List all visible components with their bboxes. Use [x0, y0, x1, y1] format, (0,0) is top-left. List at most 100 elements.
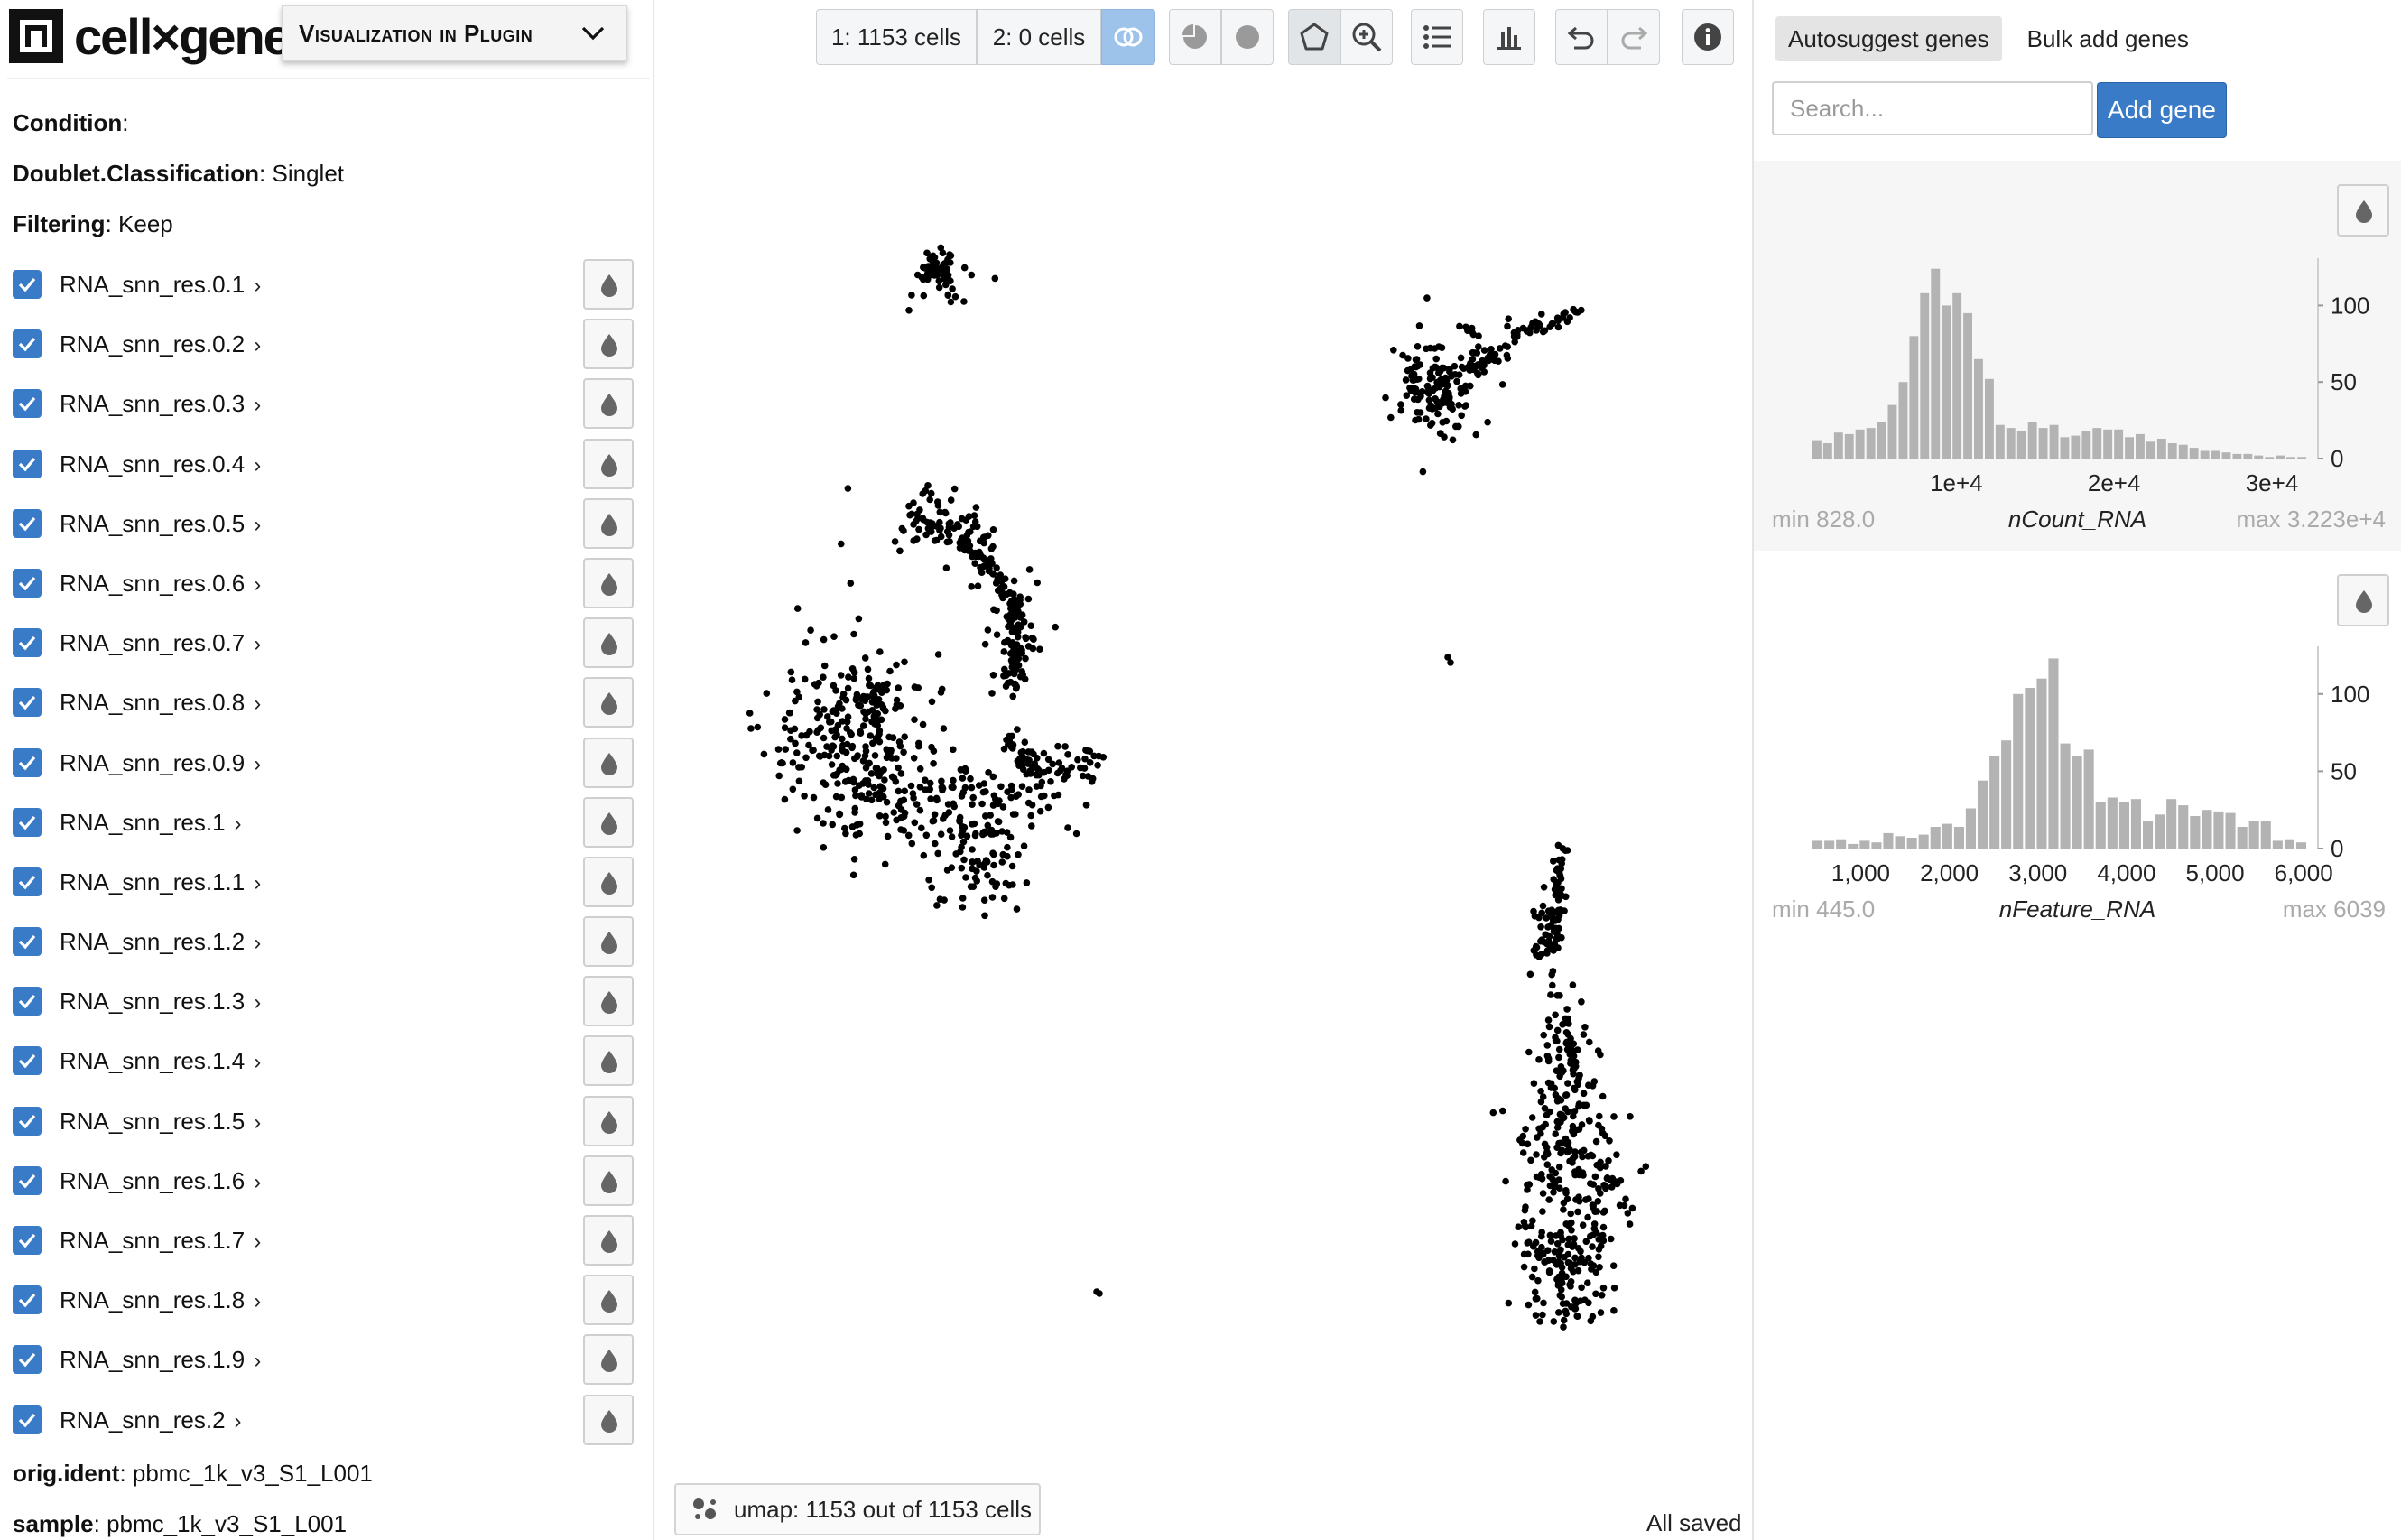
- category-row[interactable]: RNA_snn_res.0.6 ›: [0, 553, 654, 613]
- category-checkbox[interactable]: [13, 747, 42, 777]
- histogram-ncount-rna[interactable]: 0 50 100 1e+4 2e+4 3e+4 min 828.0 max 3.223e+4 n…: [1754, 161, 2401, 551]
- chevron-right-icon[interactable]: ›: [254, 751, 262, 776]
- category-label[interactable]: RNA_snn_res.0.2 ›: [60, 329, 261, 360]
- category-row[interactable]: RNA_snn_res.1 ›: [0, 793, 654, 852]
- color-by-category-button[interactable]: [583, 677, 634, 728]
- color-by-category-button[interactable]: [583, 856, 634, 907]
- chevron-right-icon[interactable]: ›: [254, 931, 262, 956]
- category-label[interactable]: RNA_snn_res.0.4 ›: [60, 450, 261, 480]
- category-checkbox[interactable]: [13, 1226, 42, 1255]
- category-row[interactable]: RNA_snn_res.0.7 ›: [0, 613, 654, 673]
- color-by-category-button[interactable]: [583, 1095, 634, 1146]
- info-button[interactable]: [1682, 9, 1734, 65]
- category-label[interactable]: RNA_snn_res.1.1 ›: [60, 867, 261, 898]
- chevron-right-icon[interactable]: ›: [254, 1050, 262, 1075]
- category-checkbox[interactable]: [13, 927, 42, 957]
- color-by-category-button[interactable]: [583, 1215, 634, 1266]
- undo-button[interactable]: [1555, 9, 1608, 65]
- color-by-category-button[interactable]: [583, 617, 634, 669]
- category-checkbox[interactable]: [13, 807, 42, 837]
- category-row[interactable]: RNA_snn_res.0.9 ›: [0, 733, 654, 793]
- category-row[interactable]: RNA_snn_res.0.2 ›: [0, 314, 654, 374]
- chevron-right-icon[interactable]: ›: [254, 632, 262, 657]
- chevron-right-icon[interactable]: ›: [254, 274, 262, 298]
- category-label[interactable]: RNA_snn_res.0.3 ›: [60, 389, 261, 420]
- category-row[interactable]: RNA_snn_res.1.1 ›: [0, 852, 654, 912]
- category-row[interactable]: RNA_snn_res.1.2 ›: [0, 912, 654, 971]
- category-label[interactable]: RNA_snn_res.1.3 ›: [60, 987, 261, 1017]
- zoom-tool-button[interactable]: [1340, 9, 1393, 65]
- category-checkbox[interactable]: [13, 508, 42, 538]
- chevron-right-icon[interactable]: ›: [254, 1109, 262, 1135]
- category-label[interactable]: RNA_snn_res.1.9 ›: [60, 1345, 261, 1376]
- category-row[interactable]: RNA_snn_res.0.1 ›: [0, 255, 654, 314]
- category-label[interactable]: RNA_snn_res.0.9 ›: [60, 748, 261, 779]
- chevron-right-icon[interactable]: ›: [234, 811, 242, 836]
- color-by-category-button[interactable]: [583, 916, 634, 968]
- color-by-category-button[interactable]: [583, 497, 634, 549]
- category-checkbox[interactable]: [13, 568, 42, 598]
- category-row[interactable]: RNA_snn_res.1.6 ›: [0, 1151, 654, 1211]
- plugin-dropdown[interactable]: Visualization in Plugin: [282, 5, 627, 61]
- cellset-1-button[interactable]: 1: 1153 cells: [816, 9, 977, 65]
- category-row[interactable]: RNA_snn_res.1.5 ›: [0, 1091, 654, 1151]
- category-label[interactable]: RNA_snn_res.0.5 ›: [60, 509, 261, 540]
- category-checkbox[interactable]: [13, 270, 42, 299]
- category-label[interactable]: RNA_snn_res.0.1 ›: [60, 270, 261, 301]
- color-by-ncount-button[interactable]: [2337, 184, 2389, 237]
- pie-mode-button[interactable]: [1169, 9, 1221, 65]
- gene-search-input[interactable]: [1772, 81, 2093, 135]
- category-label[interactable]: RNA_snn_res.0.7 ›: [60, 628, 261, 659]
- category-checkbox[interactable]: [13, 688, 42, 718]
- category-label[interactable]: RNA_snn_res.0.6 ›: [60, 569, 261, 599]
- category-row[interactable]: RNA_snn_res.0.4 ›: [0, 434, 654, 494]
- chevron-right-icon[interactable]: ›: [254, 333, 262, 358]
- category-row[interactable]: RNA_snn_res.0.3 ›: [0, 374, 654, 433]
- distribution-button[interactable]: [1483, 9, 1535, 65]
- tab-autosuggest-genes[interactable]: Autosuggest genes: [1775, 16, 2002, 61]
- category-row[interactable]: RNA_snn_res.1.3 ›: [0, 971, 654, 1031]
- category-row[interactable]: RNA_snn_res.1.7 ›: [0, 1211, 654, 1270]
- category-checkbox[interactable]: [13, 1106, 42, 1136]
- category-checkbox[interactable]: [13, 1405, 42, 1434]
- redo-button[interactable]: [1608, 9, 1660, 65]
- color-by-category-button[interactable]: [583, 319, 634, 370]
- color-by-nfeature-button[interactable]: [2337, 574, 2389, 626]
- category-row[interactable]: RNA_snn_res.1.9 ›: [0, 1330, 654, 1389]
- category-checkbox[interactable]: [13, 987, 42, 1016]
- category-checkbox[interactable]: [13, 329, 42, 359]
- color-by-category-button[interactable]: [583, 557, 634, 608]
- color-by-category-button[interactable]: [583, 1035, 634, 1087]
- category-row[interactable]: RNA_snn_res.1.8 ›: [0, 1270, 654, 1330]
- chevron-right-icon[interactable]: ›: [254, 1349, 262, 1374]
- category-checkbox[interactable]: [13, 1285, 42, 1315]
- category-checkbox[interactable]: [13, 628, 42, 658]
- tab-bulk-add-genes[interactable]: Bulk add genes: [2026, 24, 2189, 52]
- color-by-category-button[interactable]: [583, 1275, 634, 1326]
- chevron-right-icon[interactable]: ›: [254, 512, 262, 537]
- chevron-right-icon[interactable]: ›: [254, 1229, 262, 1254]
- category-row[interactable]: RNA_snn_res.0.5 ›: [0, 494, 654, 553]
- cellset-2-button[interactable]: 2: 0 cells: [977, 9, 1101, 65]
- cellset-intersect-button[interactable]: [1101, 9, 1155, 65]
- category-checkbox[interactable]: [13, 1046, 42, 1076]
- category-label[interactable]: RNA_snn_res.1.2 ›: [60, 927, 261, 958]
- chevron-right-icon[interactable]: ›: [254, 571, 262, 597]
- category-row[interactable]: RNA_snn_res.2 ›: [0, 1390, 654, 1450]
- chevron-right-icon[interactable]: ›: [254, 1289, 262, 1314]
- chevron-right-icon[interactable]: ›: [254, 393, 262, 418]
- umap-scatter-plot[interactable]: [656, 90, 1752, 1471]
- chevron-right-icon[interactable]: ›: [254, 452, 262, 478]
- category-row[interactable]: RNA_snn_res.1.4 ›: [0, 1031, 654, 1090]
- chevron-right-icon[interactable]: ›: [254, 1169, 262, 1194]
- category-checkbox[interactable]: [13, 389, 42, 419]
- category-label[interactable]: RNA_snn_res.1.8 ›: [60, 1285, 261, 1316]
- category-label[interactable]: RNA_snn_res.2 ›: [60, 1405, 242, 1436]
- color-by-category-button[interactable]: [583, 1334, 634, 1386]
- color-by-category-button[interactable]: [583, 1155, 634, 1206]
- category-row[interactable]: RNA_snn_res.0.8 ›: [0, 673, 654, 732]
- add-gene-button[interactable]: Add gene: [2097, 82, 2227, 138]
- category-label[interactable]: RNA_snn_res.0.8 ›: [60, 688, 261, 719]
- color-by-category-button[interactable]: [583, 796, 634, 848]
- category-checkbox[interactable]: [13, 1345, 42, 1375]
